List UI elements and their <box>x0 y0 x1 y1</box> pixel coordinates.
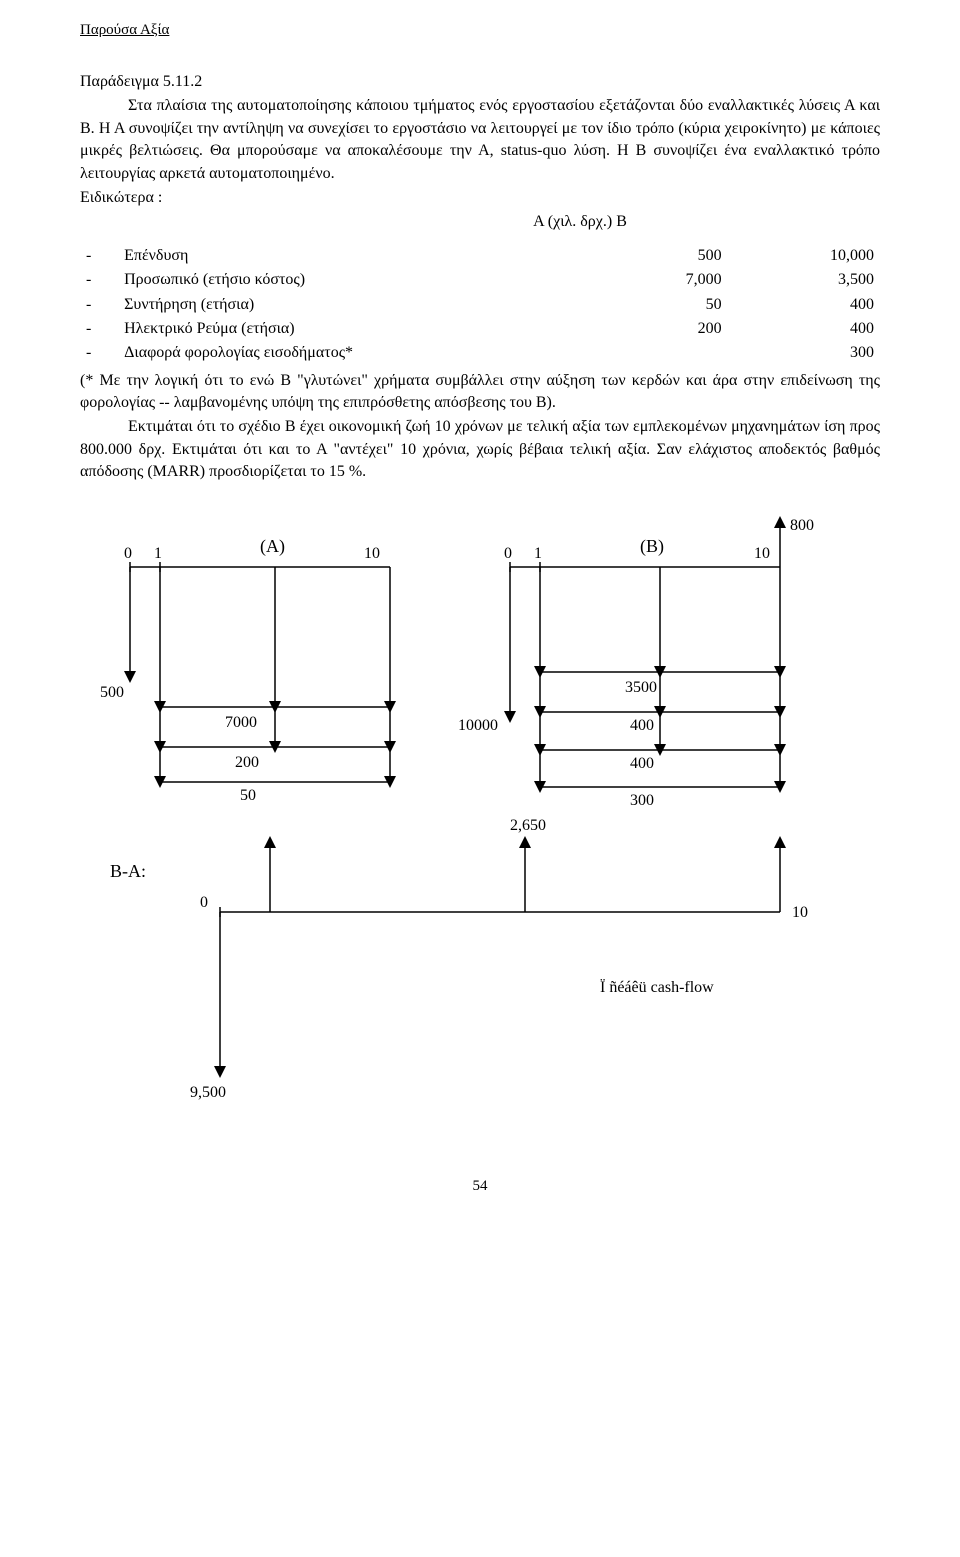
cell-label: Ηλεκτρικό Ρεύμα (ετήσια) <box>118 317 575 341</box>
b-v2: 400 <box>630 717 654 734</box>
cell-dash: - <box>80 244 118 268</box>
cell-label: Συντήρηση (ετήσια) <box>118 293 575 317</box>
tick-b-10: 10 <box>754 545 770 562</box>
cell-dash: - <box>80 293 118 317</box>
tick-a-0: 0 <box>124 545 132 562</box>
cell-label: Προσωπικό (ετήσιο κόστος) <box>118 268 575 292</box>
cell-b: 3,500 <box>728 268 880 292</box>
b-top: 800 <box>790 517 814 534</box>
a-initial: 500 <box>100 684 124 701</box>
a-v3: 50 <box>240 787 256 804</box>
page-header-title: Παρούσα Αξία <box>80 20 880 41</box>
diagram-a-label: (Α) <box>260 536 285 557</box>
page-number: 54 <box>80 1176 880 1197</box>
tick-ba-10: 10 <box>792 904 808 921</box>
paragraph-intro: Στα πλαίσια της αυτοματοποίησης κάποιου … <box>80 95 880 185</box>
ba-initial: 9,500 <box>190 1084 226 1101</box>
column-header-line: Α (χιλ. δρχ.) Β <box>80 211 880 233</box>
example-title: Παράδειγμα 5.11.2 <box>80 71 880 93</box>
tick-b-0: 0 <box>504 545 512 562</box>
tick-a-10: 10 <box>364 545 380 562</box>
table-row: - Διαφορά φορολογίας εισοδήματος* 300 <box>80 341 880 365</box>
a-v1: 7000 <box>225 714 257 731</box>
cell-a: 200 <box>575 317 727 341</box>
diagram-b: (Β) 800 0 1 10 10000 3500 400 400 <box>458 517 814 809</box>
cell-a: 50 <box>575 293 727 317</box>
b-v1: 3500 <box>625 679 657 696</box>
paragraph-assumptions: Εκτιμάται ότι το σχέδιο Β έχει οικονομικ… <box>80 416 880 483</box>
ba-caption: Ï ñéáêü cash-flow <box>600 978 714 996</box>
cell-dash: - <box>80 341 118 365</box>
cell-b: 10,000 <box>728 244 880 268</box>
cell-b: 400 <box>728 293 880 317</box>
table-row: - Συντήρηση (ετήσια) 50 400 <box>80 293 880 317</box>
diagram-ba: B-A: 2,650 0 10 9,500 Ï ñéáêü cash-flow <box>110 817 808 1101</box>
a-v2: 200 <box>235 754 259 771</box>
cost-table: - Επένδυση 500 10,000 - Προσωπικό (ετήσι… <box>80 244 880 366</box>
paragraph-eidikotera: Ειδικώτερα : <box>80 187 880 209</box>
b-v4: 300 <box>630 792 654 809</box>
tick-b-1: 1 <box>534 545 542 562</box>
tick-ba-0: 0 <box>200 894 208 911</box>
cell-b: 300 <box>728 341 880 365</box>
diagram-b-label: (Β) <box>640 536 664 557</box>
cell-a: 7,000 <box>575 268 727 292</box>
cell-b: 400 <box>728 317 880 341</box>
diagram-a: (Α) 0 1 10 500 7000 200 50 <box>100 536 390 804</box>
paragraph-footnote: (* Με την λογική ότι το ενώ Β "γλυτώνει"… <box>80 370 880 415</box>
b-initial: 10000 <box>458 717 498 734</box>
cell-label: Διαφορά φορολογίας εισοδήματος* <box>118 341 575 365</box>
table-row: - Προσωπικό (ετήσιο κόστος) 7,000 3,500 <box>80 268 880 292</box>
cell-a <box>575 341 727 365</box>
table-row: - Επένδυση 500 10,000 <box>80 244 880 268</box>
b-v3: 400 <box>630 755 654 772</box>
ba-annuity: 2,650 <box>510 817 546 834</box>
cell-a: 500 <box>575 244 727 268</box>
cell-dash: - <box>80 317 118 341</box>
cell-dash: - <box>80 268 118 292</box>
diagram-ba-label: B-A: <box>110 861 146 881</box>
cell-label: Επένδυση <box>118 244 575 268</box>
tick-a-1: 1 <box>154 545 162 562</box>
cashflow-diagrams: (Α) 0 1 10 500 7000 200 50 (Β) 800 <box>80 512 880 1152</box>
table-row: - Ηλεκτρικό Ρεύμα (ετήσια) 200 400 <box>80 317 880 341</box>
